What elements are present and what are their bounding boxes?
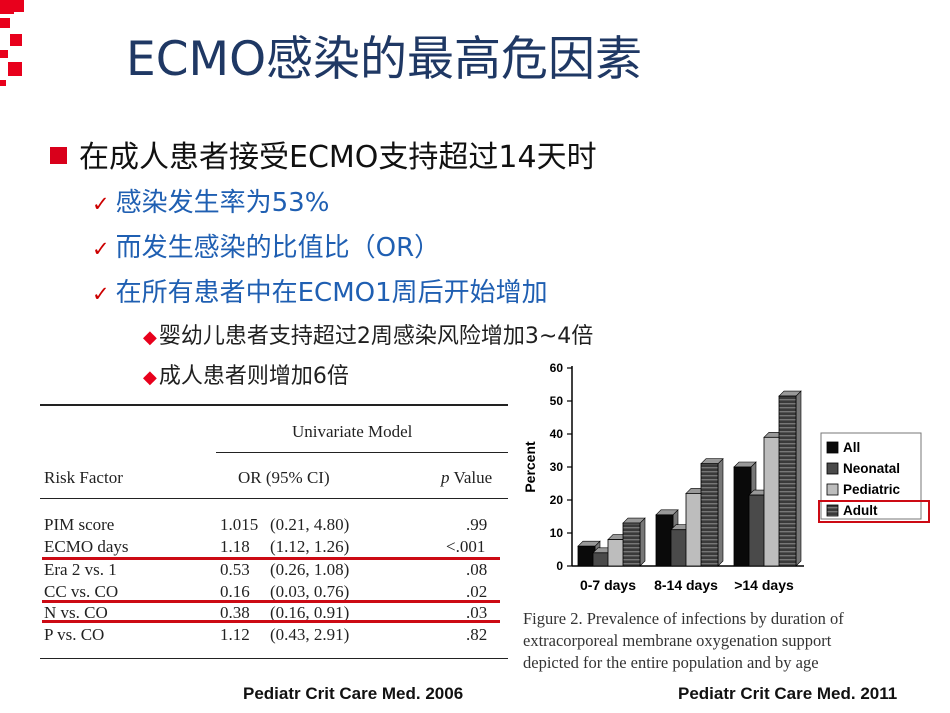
diamond-bullet-icon: ◆ [143, 327, 157, 348]
legend-label: Adult [843, 503, 878, 518]
bar-neonatal [670, 529, 689, 567]
bar-side [795, 390, 802, 567]
bar-adult [622, 522, 641, 567]
sub-bullet-text: 感染发生率为53% [115, 188, 330, 218]
table-cell-p: .02 [466, 582, 488, 601]
y-tick-label: 40 [550, 427, 564, 441]
bar-adult [778, 395, 797, 567]
table-cell-p: <.001 [446, 537, 486, 556]
legend-label: Pediatric [843, 482, 901, 497]
y-tick-label: 30 [550, 460, 564, 474]
table-cell-factor: Era 2 vs. 1 [44, 560, 117, 579]
y-tick-label: 60 [550, 361, 564, 375]
x-tick-label: 8-14 days [654, 577, 718, 593]
caption-line: Figure 2. Prevalence of infections by du… [523, 609, 844, 628]
bar-pediatric [763, 436, 782, 567]
table-cell-p: .03 [466, 603, 488, 622]
table-cell-factor: CC vs. CO [44, 582, 119, 601]
table-group-rule [216, 452, 508, 453]
table-header-risk-factor: Risk Factor [44, 468, 123, 487]
sub-bullet: ✓ 而发生感染的比值比（OR） [92, 227, 440, 264]
table-cell-or: 0.16 [220, 582, 250, 601]
table-cell-ci: (0.43, 2.91) [270, 625, 350, 644]
legend-swatch [826, 462, 839, 475]
diamond-bullet-icon: ◆ [143, 367, 157, 388]
checkmark-icon: ✓ [92, 192, 110, 216]
table-cell-ci: (0.16, 0.91) [270, 603, 350, 622]
table-top-rule [40, 404, 508, 406]
sub-bullet: ✓ 感染发生率为53% [92, 182, 329, 219]
legend-swatch [826, 483, 839, 496]
slide-title: ECMO感染的最高危因素 [126, 32, 643, 87]
subsub-bullet: ◆婴幼儿患者支持超过2周感染风险增加3~4倍 [143, 318, 593, 350]
x-tick-label: 0-7 days [580, 577, 636, 593]
table-cell-factor: N vs. CO [44, 603, 108, 622]
table-cell-or: 0.53 [220, 560, 250, 579]
table-header-or: OR (95% CI) [238, 468, 330, 487]
adult-highlight-box [818, 500, 930, 523]
bar-neonatal [748, 494, 767, 567]
bar-all [733, 466, 752, 567]
square-bullet-icon [50, 147, 67, 164]
table-cell-p: .82 [466, 625, 488, 644]
main-bullet: 在成人患者接受ECMO支持超过14天时 [50, 132, 597, 176]
table-cell-ci: (0.21, 4.80) [270, 515, 350, 534]
caption-line: depicted for the entire population and b… [523, 653, 819, 672]
table-bottom-rule [40, 658, 508, 659]
x-tick-label: >14 days [734, 577, 794, 593]
y-tick-label: 10 [550, 526, 564, 540]
subsub-bullet: ◆成人患者则增加6倍 [143, 358, 349, 390]
table-cell-ci: (0.26, 1.08) [270, 560, 350, 579]
checkmark-icon: ✓ [92, 282, 110, 306]
table-cell-factor: P vs. CO [44, 625, 105, 644]
bar-pediatric [607, 539, 626, 567]
table-cell-or: 1.015 [220, 515, 259, 534]
y-tick-label: 20 [550, 493, 564, 507]
highlight-underline [42, 620, 500, 623]
table-cell-p: .99 [466, 515, 488, 534]
bar-neonatal [592, 552, 611, 567]
figure-caption: Figure 2. Prevalence of infections by du… [523, 608, 923, 674]
table-header-p-value: p Value [441, 468, 493, 487]
legend-label: Neonatal [843, 461, 900, 476]
y-tick-label: 0 [556, 559, 563, 573]
sub-bullet-text: 而发生感染的比值比（OR） [115, 233, 441, 263]
table-group-header: Univariate Model [292, 422, 413, 441]
caption-line: extracorporeal membrane oxygenation supp… [523, 631, 832, 650]
sub-bullet: ✓ 在所有患者中在ECMO1周后开始增加 [92, 272, 548, 309]
bar-pediatric [685, 492, 704, 567]
table-cell-ci: (1.12, 1.26) [270, 537, 350, 556]
legend-swatch [826, 441, 839, 454]
infection-bar-chart: 0 10 20 30 40 50 60 Percent 0-7 days 8-14 days >14… [522, 361, 930, 593]
table-cell-factor: ECMO days [44, 537, 129, 556]
subsub-bullet-text: 婴幼儿患者支持超过2周感染风险增加3~4倍 [158, 324, 594, 349]
bar-adult [700, 463, 719, 567]
table-header-rule [40, 498, 508, 499]
bar-side [717, 457, 724, 567]
legend-swatch [826, 504, 839, 517]
citation-right: Pediatr Crit Care Med. 2011 [678, 684, 898, 703]
table-cell-factor: PIM score [44, 515, 115, 534]
bar-all [577, 545, 596, 567]
citation-left: Pediatr Crit Care Med. 2006 [243, 684, 464, 703]
risk-factor-table: Univariate Model Risk Factor OR (95% CI)… [40, 404, 510, 660]
legend-label: All [843, 440, 860, 455]
table-cell-or: 1.18 [220, 537, 250, 556]
table-cell-p: .08 [466, 560, 488, 579]
table-cell-or: 1.12 [220, 625, 250, 644]
highlight-underline [42, 600, 500, 603]
highlight-underline [42, 557, 500, 560]
sub-bullet-text: 在所有患者中在ECMO1周后开始增加 [115, 278, 548, 308]
bar-all [655, 514, 674, 567]
table-cell-ci: (0.03, 0.76) [270, 582, 350, 601]
main-bullet-text: 在成人患者接受ECMO支持超过14天时 [79, 140, 597, 175]
y-axis-label: Percent [522, 441, 538, 493]
bar-side [639, 517, 646, 567]
table-cell-or: 0.38 [220, 603, 250, 622]
checkmark-icon: ✓ [92, 237, 110, 261]
subsub-bullet-text: 成人患者则增加6倍 [158, 364, 349, 389]
y-tick-label: 50 [550, 394, 564, 408]
